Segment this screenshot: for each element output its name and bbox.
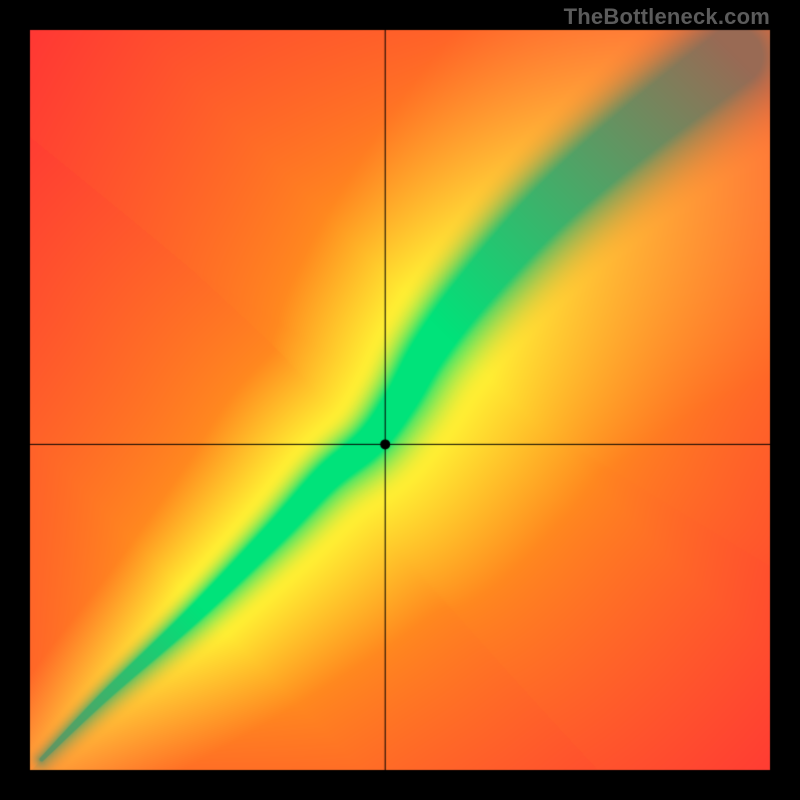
bottleneck-heatmap: [0, 0, 800, 800]
watermark-text: TheBottleneck.com: [564, 4, 770, 30]
chart-container: TheBottleneck.com: [0, 0, 800, 800]
